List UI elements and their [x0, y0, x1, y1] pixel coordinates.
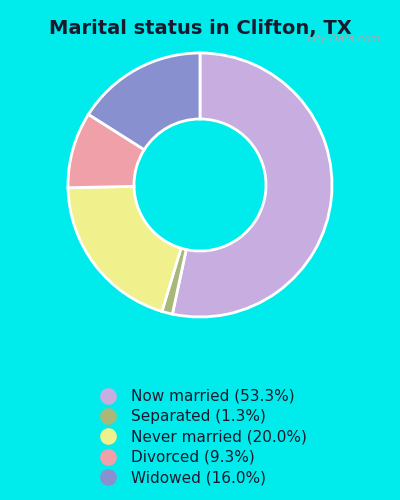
- Text: City-Data.com: City-Data.com: [306, 34, 380, 43]
- Wedge shape: [172, 53, 332, 317]
- Legend: Now married (53.3%), Separated (1.3%), Never married (20.0%), Divorced (9.3%), W: Now married (53.3%), Separated (1.3%), N…: [88, 384, 312, 490]
- Wedge shape: [68, 114, 144, 188]
- Wedge shape: [162, 248, 186, 314]
- Text: Marital status in Clifton, TX: Marital status in Clifton, TX: [49, 19, 351, 38]
- Wedge shape: [68, 186, 181, 312]
- Wedge shape: [88, 53, 200, 150]
